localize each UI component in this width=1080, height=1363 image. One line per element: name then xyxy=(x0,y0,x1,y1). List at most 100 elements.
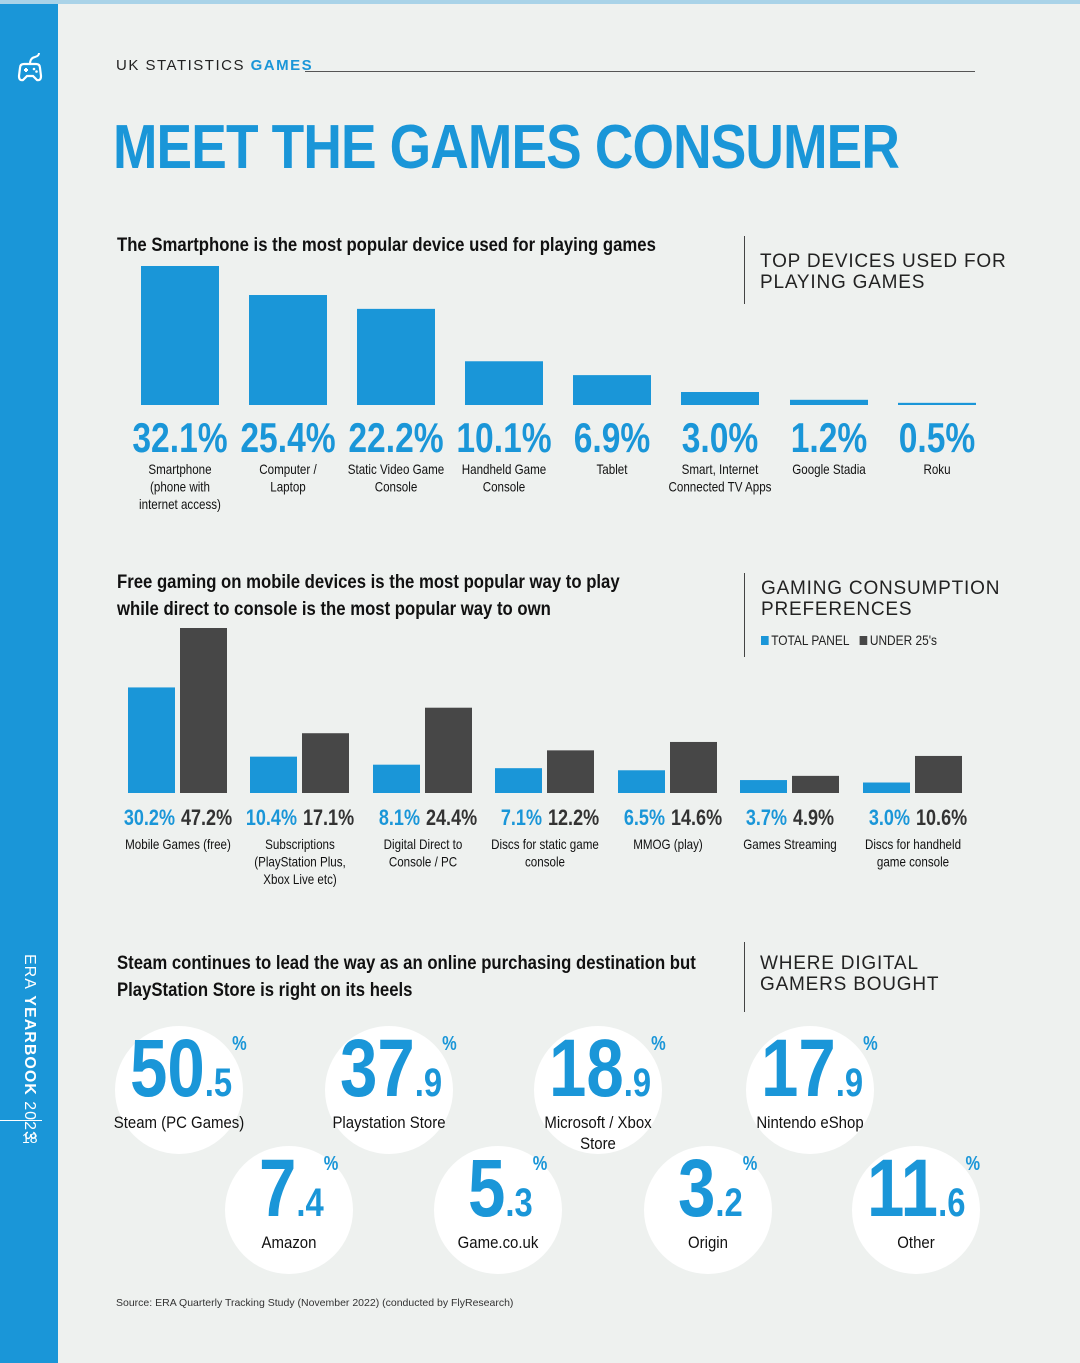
device-bar xyxy=(790,399,868,405)
share-percent: % xyxy=(532,1153,547,1175)
preference-category-label: MMOG (play) xyxy=(633,837,703,852)
store-circle xyxy=(644,1146,772,1274)
store-share-value: 7.4% xyxy=(259,1148,338,1230)
device-bar xyxy=(681,392,759,405)
store-circle xyxy=(225,1146,353,1274)
legend-label-total: TOTAL PANEL xyxy=(771,632,850,648)
share-decimal: .2 xyxy=(714,1181,743,1225)
under25-bar xyxy=(670,741,717,793)
preference-category-label: Console / PC xyxy=(389,855,457,870)
device-category-label: Smartphone xyxy=(148,462,211,477)
share-percent: % xyxy=(651,1033,666,1055)
device-value-label: 1.2% xyxy=(791,416,868,462)
store-name-label: Playstation Store xyxy=(319,1112,460,1133)
device-value-label: 22.2% xyxy=(348,416,443,462)
store-circle xyxy=(534,1026,662,1154)
store-share-value: 5.3% xyxy=(468,1148,547,1230)
under25-bar xyxy=(302,733,349,793)
share-decimal: .3 xyxy=(504,1181,533,1225)
under25-value-label: 47.2% xyxy=(181,806,232,830)
preference-category-label: Subscriptions xyxy=(265,837,335,852)
device-category-label: Console xyxy=(375,480,418,495)
share-decimal: .9 xyxy=(414,1061,443,1105)
device-category-label: Static Video Game xyxy=(348,462,445,477)
device-value-label: 25.4% xyxy=(240,416,335,462)
store-circle xyxy=(746,1026,874,1154)
side-title-line1: WHERE DIGITAL xyxy=(760,953,919,974)
side-title-line2: PLAYING GAMES xyxy=(760,272,926,293)
store-name-line: Game.co.uk xyxy=(457,1233,539,1252)
device-category-label: Connected TV Apps xyxy=(669,480,772,495)
device-category-label: Computer / xyxy=(259,462,317,477)
side-title-line2: PREFERENCES xyxy=(761,599,913,620)
store-share-value: 3.2% xyxy=(678,1148,757,1230)
device-value-label: 6.9% xyxy=(574,416,651,462)
preference-category-label: Xbox Live etc) xyxy=(263,872,336,887)
total-panel-bar xyxy=(373,764,420,793)
under25-value-label: 14.6% xyxy=(671,806,722,830)
total-panel-value-label: 10.4% xyxy=(246,806,297,830)
store-name-label: Origin xyxy=(638,1232,779,1253)
device-category-label: Tablet xyxy=(597,462,628,477)
preference-category-label: Discs for handheld xyxy=(865,837,961,852)
kicker: UK STATISTICS GAMES xyxy=(116,57,313,74)
kicker-prefix: UK STATISTICS xyxy=(116,57,245,74)
preference-category-label: Digital Direct to xyxy=(384,837,463,852)
under25-bar xyxy=(180,628,227,793)
share-integer: 11 xyxy=(867,1143,939,1234)
device-value-label: 32.1% xyxy=(132,416,227,462)
share-decimal: .5 xyxy=(204,1061,233,1105)
store-name-label: Nintendo eShop xyxy=(740,1112,881,1133)
chart2-legend: TOTAL PANEL UNDER 25's xyxy=(761,632,937,648)
section2-headline-line2: while direct to console is the most popu… xyxy=(117,599,551,620)
preference-category-label: Mobile Games (free) xyxy=(125,837,231,852)
share-integer: 37 xyxy=(340,1023,415,1114)
kicker-rule xyxy=(305,71,975,72)
device-bar xyxy=(898,402,976,405)
sidebar-divider xyxy=(0,1120,42,1121)
section1-headline: The Smartphone is the most popular devic… xyxy=(117,235,656,256)
share-integer: 18 xyxy=(549,1023,624,1114)
share-percent: % xyxy=(232,1033,247,1055)
yearbook-vertical-label: ERA YEARBOOK 2023 xyxy=(20,954,38,1141)
preference-category-label: Games Streaming xyxy=(743,837,836,852)
store-share-value: 17.9% xyxy=(761,1028,878,1110)
share-integer: 17 xyxy=(761,1023,836,1114)
share-percent: % xyxy=(965,1153,981,1175)
total-panel-value-label: 3.7% xyxy=(746,806,787,830)
store-name-line: Playstation Store xyxy=(332,1113,446,1132)
store-circle xyxy=(115,1026,243,1154)
legend-item-total: TOTAL PANEL xyxy=(761,632,849,648)
vertical-bold: YEARBOOK xyxy=(21,995,38,1096)
section3-side-rule xyxy=(744,942,745,1012)
store-share-value: 18.9% xyxy=(549,1028,666,1110)
preference-category-label: Discs for static game xyxy=(491,837,599,852)
preference-category-label: game console xyxy=(877,855,949,870)
store-name-line: Amazon xyxy=(261,1233,317,1252)
store-name-line: Other xyxy=(897,1233,935,1252)
device-value-label: 0.5% xyxy=(899,416,976,462)
share-decimal: .6 xyxy=(938,1181,966,1225)
total-panel-bar xyxy=(495,768,542,793)
device-category-label: Google Stadia xyxy=(792,462,866,477)
total-panel-value-label: 7.1% xyxy=(501,806,542,830)
device-bar xyxy=(141,266,219,405)
device-category-label: Smart, Internet xyxy=(682,462,759,477)
store-name-line: Microsoft / Xbox xyxy=(544,1113,652,1132)
side-title-line1: GAMING CONSUMPTION xyxy=(761,578,1001,599)
gamepad-icon xyxy=(17,52,43,82)
page-number: 18 xyxy=(22,1130,38,1146)
side-title-line2: GAMERS BOUGHT xyxy=(760,974,940,995)
under25-bar xyxy=(425,707,472,793)
section2-headline: Free gaming on mobile devices is the mos… xyxy=(117,569,620,623)
share-decimal: .9 xyxy=(623,1061,652,1105)
kicker-accent: GAMES xyxy=(250,57,314,74)
store-share-value: 50.5% xyxy=(130,1028,247,1110)
share-percent: % xyxy=(442,1033,457,1055)
total-panel-value-label: 3.0% xyxy=(869,806,910,830)
device-value-label: 3.0% xyxy=(682,416,759,462)
under25-value-label: 4.9% xyxy=(793,806,834,830)
device-value-label: 10.1% xyxy=(456,416,551,462)
store-name-line: Store xyxy=(580,1134,616,1153)
section2-side-rule xyxy=(744,573,745,657)
